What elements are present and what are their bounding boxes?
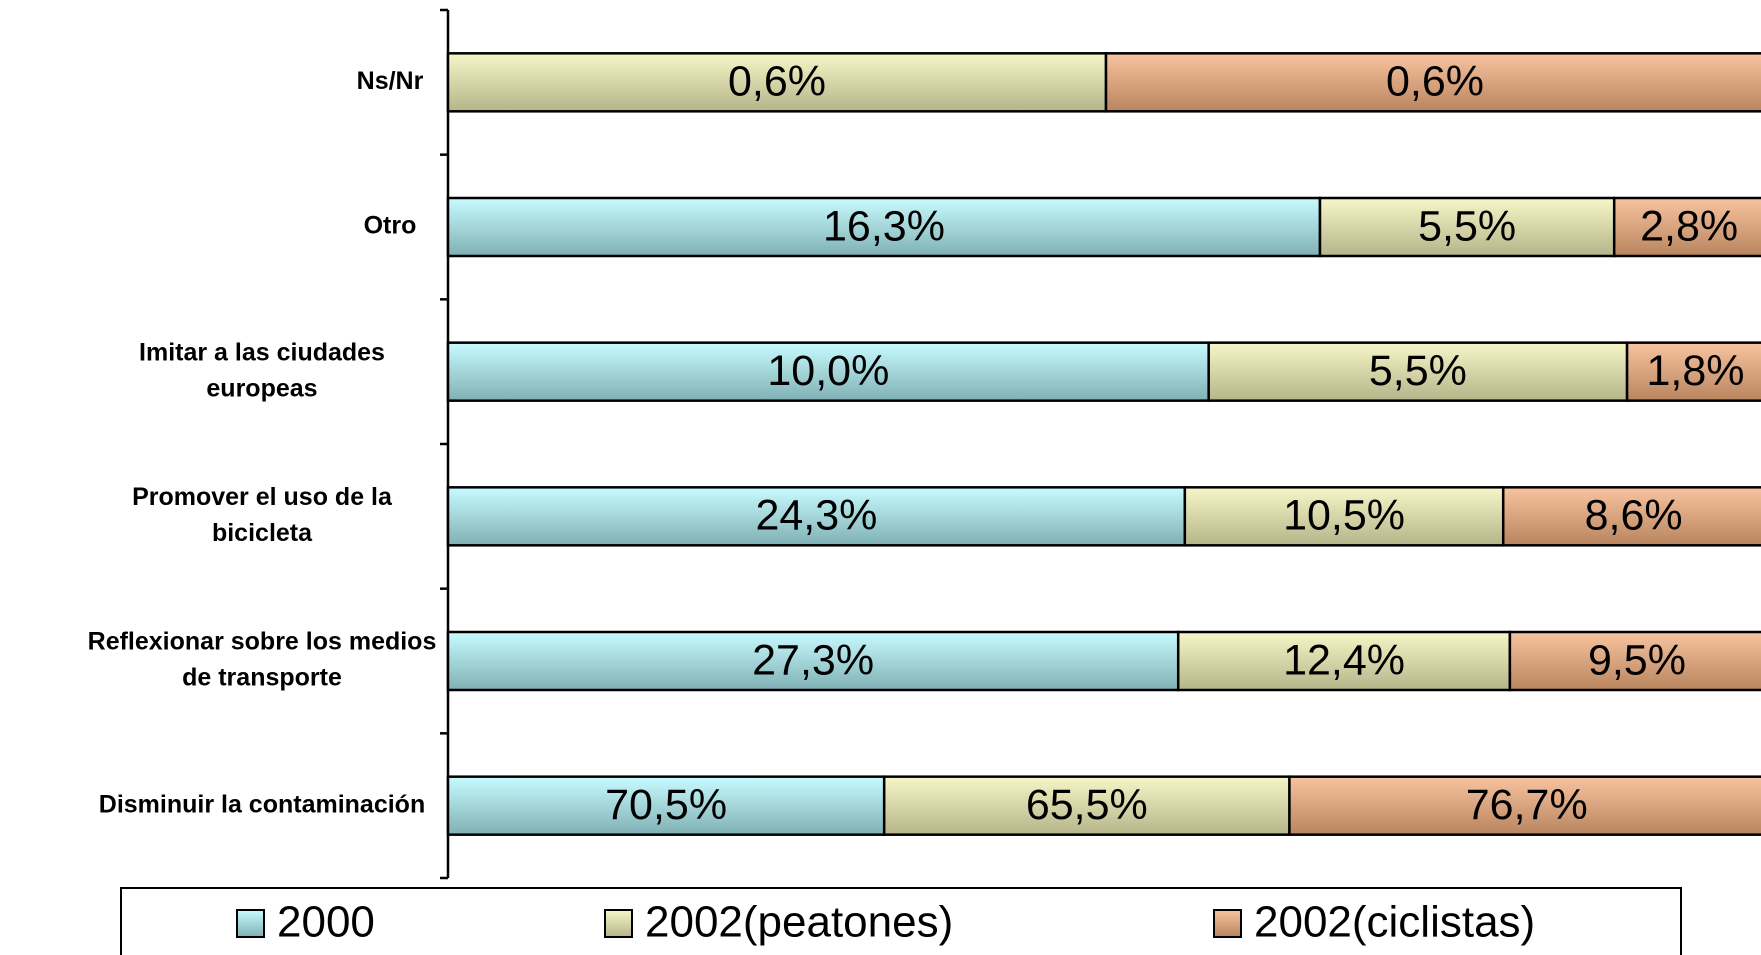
category-label-line: europeas: [206, 374, 317, 402]
category-label-line: Otro: [364, 212, 417, 240]
legend-swatch: [1213, 909, 1242, 938]
bar-segment: [1508, 630, 1761, 692]
category-label-line: Reflexionar sobre los medios: [88, 628, 437, 656]
bar-segment: [1104, 52, 1761, 113]
category-label: Promover el uso de la bicicleta: [132, 483, 393, 547]
legend-label: 2002(peatones): [645, 898, 953, 947]
category-label: Ns/Nr: [357, 67, 424, 95]
data-label: 5,5%: [1418, 202, 1516, 250]
category-label-line: Imitar a las ciudades: [139, 338, 385, 366]
category-label-line: Ns/Nr: [357, 67, 424, 95]
category-label: Reflexionar sobre los medios de transport…: [88, 628, 437, 692]
bar-segment: [1625, 341, 1761, 402]
legend-label: 2000: [277, 898, 375, 947]
data-label: 27,3%: [752, 636, 874, 684]
data-label: 10,0%: [767, 347, 889, 395]
category-label-line: Disminuir la contaminación: [99, 790, 425, 818]
category-axis: [440, 8, 450, 880]
bar-segment: [1183, 486, 1505, 547]
bar-segment: [1176, 630, 1512, 692]
data-label: 0,6%: [1386, 58, 1484, 106]
data-label: 24,3%: [755, 492, 877, 540]
legend-box: [120, 887, 1682, 955]
category-label: Otro: [364, 212, 417, 240]
data-label: 1,8%: [1647, 347, 1745, 395]
bar-segment: [1501, 486, 1761, 547]
bars: 70,5% 65,5% 76,7% 27,3% 12,4% 9,5% 24,3% 10,5% 8…: [446, 52, 1761, 836]
legend-label: 2002(ciclistas): [1254, 898, 1535, 947]
bar-segment: [446, 775, 886, 836]
legend-swatch: [236, 909, 265, 938]
bar-segment: [446, 630, 1180, 692]
data-label: 5,5%: [1369, 347, 1467, 395]
bar-segment: [446, 486, 1187, 547]
category-label-line: de transporte: [182, 664, 342, 692]
bar-segment: [1612, 196, 1761, 258]
data-label: 0,6%: [728, 58, 826, 106]
data-label: 65,5%: [1026, 781, 1148, 829]
legend: 2000 2002(peatones) 2002(ciclistas): [120, 887, 1682, 955]
bar-segment: [446, 52, 1108, 113]
data-label: 76,7%: [1466, 781, 1588, 829]
data-label: 70,5%: [605, 781, 727, 829]
data-label: 10,5%: [1283, 492, 1405, 540]
data-label: 12,4%: [1283, 636, 1405, 684]
legend-swatch: [604, 909, 633, 938]
bar-segment: [1207, 341, 1629, 402]
data-label: 9,5%: [1588, 636, 1686, 684]
data-label: 8,6%: [1585, 492, 1683, 540]
category-label-line: Promover el uso de la: [132, 483, 393, 511]
category-label-line: bicicleta: [212, 519, 313, 547]
bar-segment: [1318, 196, 1616, 258]
bar-segment: [882, 775, 1291, 836]
data-label: 2,8%: [1640, 202, 1738, 250]
bar-segment: [446, 196, 1322, 258]
category-label: Disminuir la contaminación: [99, 790, 425, 818]
bar-segment: [1288, 775, 1761, 836]
category-label: Imitar a las ciudades europeas: [139, 338, 385, 402]
data-label: 16,3%: [823, 202, 945, 250]
category-labels: Disminuir la contaminación Reflexionar so…: [88, 67, 437, 818]
